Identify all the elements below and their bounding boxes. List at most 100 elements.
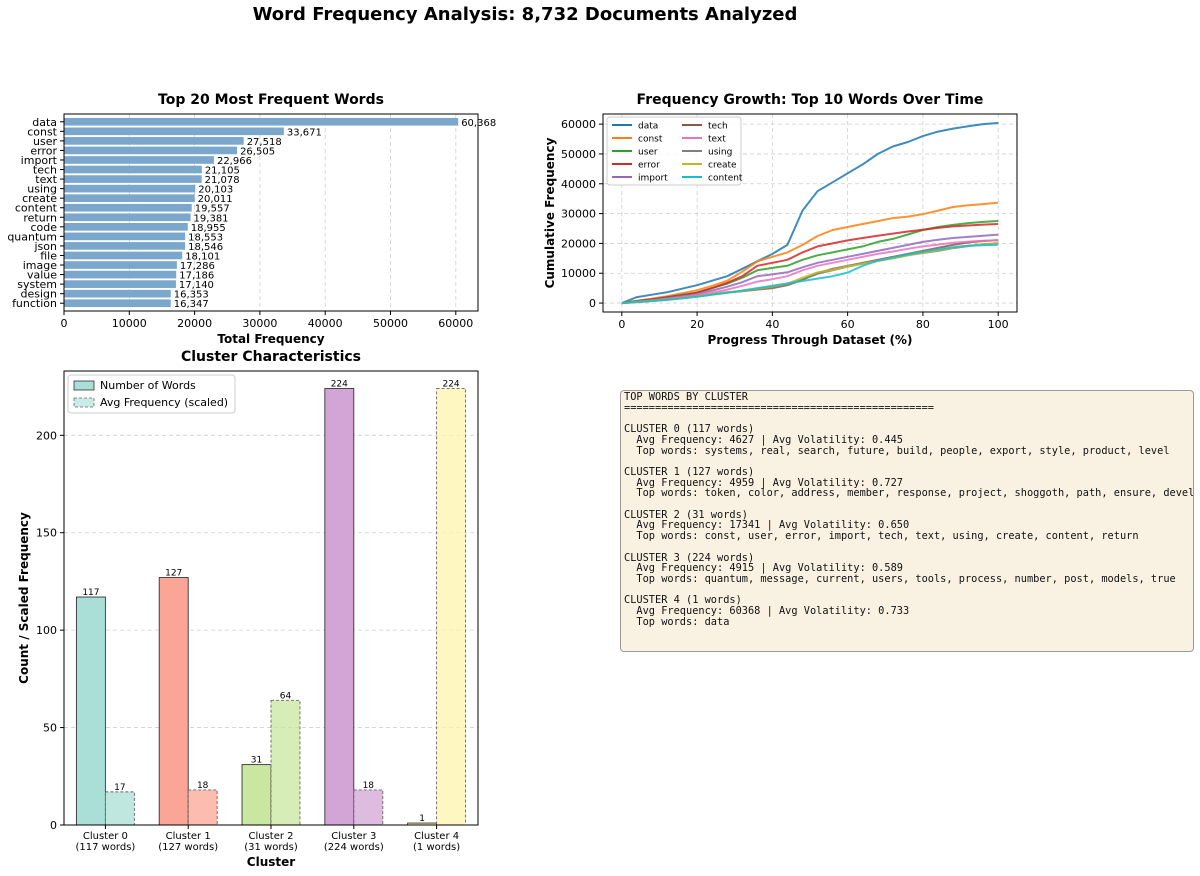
figure-title: Word Frequency Analysis: 8,732 Documents… — [252, 4, 798, 25]
y-tick-label: quantum — [7, 230, 57, 243]
bar-avg-frequency — [270, 699, 301, 826]
bar-create — [64, 194, 195, 202]
data-label: 27,518 — [247, 137, 282, 148]
x-tick-label: (117 words) — [75, 842, 135, 853]
bar-function — [64, 299, 171, 308]
bar-using — [64, 184, 196, 193]
y-tick-label: import — [21, 154, 58, 167]
data-label: 17,186 — [179, 271, 214, 282]
x-tick-label: 40 — [765, 318, 779, 331]
data-label: 20,011 — [198, 194, 233, 205]
data-label: 224 — [442, 380, 459, 390]
legend-label: Number of Words — [100, 379, 196, 392]
y-axis-label: Count / Scaled Frequency — [17, 512, 31, 684]
x-tick-label: 20 — [690, 318, 704, 331]
y-tick-label: 10000 — [561, 267, 596, 280]
data-label: 21,078 — [205, 175, 240, 186]
y-tick-label: 200 — [36, 429, 57, 442]
data-label: 18,101 — [185, 251, 220, 262]
data-label: 18,955 — [191, 223, 226, 234]
x-tick-label: 10000 — [112, 317, 147, 330]
bar-number-of-words — [158, 577, 189, 826]
bar-number-of-words — [75, 596, 106, 826]
bar-avg-frequency — [436, 388, 467, 826]
x-tick-label: (31 words) — [244, 842, 298, 853]
y-tick-label: value — [27, 269, 57, 282]
x-tick-label: Cluster 1 — [166, 831, 211, 842]
legend-label: import — [638, 174, 668, 184]
data-label: 127 — [165, 569, 182, 579]
bar-number-of-words — [241, 764, 272, 826]
y-tick-label: data — [32, 116, 57, 129]
data-label: 33,671 — [287, 127, 322, 138]
x-tick-label: 30000 — [242, 317, 277, 330]
x-tick-label: Cluster 4 — [414, 831, 459, 842]
x-tick-label: 50000 — [373, 317, 408, 330]
legend-label: const — [638, 135, 663, 145]
plot-frame — [602, 113, 1018, 313]
bar-number-of-words — [324, 388, 355, 826]
x-tick-label: (1 words) — [413, 842, 460, 853]
x-tick-label: Cluster 3 — [331, 831, 376, 842]
x-tick-label: (127 words) — [158, 842, 218, 853]
bar-text — [64, 175, 202, 183]
bar-system — [64, 280, 176, 288]
y-tick-label: 0 — [589, 297, 596, 310]
x-tick-label: 0 — [618, 318, 625, 331]
y-axis-label: Cumulative Frequency — [543, 137, 557, 288]
legend-label: tech — [708, 122, 728, 132]
x-tick-label: 20000 — [177, 317, 212, 330]
y-tick-label: 50 — [43, 722, 57, 735]
x-tick-label: 80 — [916, 318, 930, 331]
bar-design — [64, 289, 171, 298]
y-tick-label: error — [30, 144, 57, 157]
y-tick-label: 150 — [36, 527, 57, 540]
legend-label: user — [638, 148, 658, 158]
bar-code — [64, 223, 188, 231]
bar-error — [64, 146, 238, 155]
bar-const — [64, 127, 284, 136]
series-line-content — [621, 243, 999, 305]
bar-quantum — [64, 232, 186, 241]
legend-swatch — [73, 380, 95, 391]
x-axis-label: Progress Through Dataset (%) — [708, 333, 913, 347]
legend-box — [606, 116, 742, 186]
chart-title: Top 20 Most Frequent Words — [158, 92, 384, 108]
data-label: 64 — [280, 691, 292, 701]
y-tick-label: 20000 — [561, 237, 596, 250]
y-tick-label: text — [35, 173, 57, 186]
bar-avg-frequency — [104, 791, 135, 826]
legend-label: error — [638, 161, 660, 171]
plot-frame — [63, 370, 479, 826]
x-tick-label: 100 — [988, 318, 1009, 331]
data-label: 19,557 — [195, 204, 230, 215]
y-tick-label: create — [22, 192, 57, 205]
data-label: 18,553 — [188, 232, 223, 243]
y-tick-label: const — [27, 125, 57, 138]
data-label: 17,286 — [180, 261, 215, 272]
legend-label: Avg Frequency (scaled) — [100, 396, 228, 409]
data-label: 21,105 — [205, 166, 240, 177]
y-tick-label: image — [23, 259, 57, 272]
data-label: 16,353 — [174, 290, 209, 301]
data-label: 224 — [331, 380, 348, 390]
bar-avg-frequency — [187, 789, 218, 826]
data-label: 22,966 — [217, 156, 252, 167]
bar-import — [64, 156, 214, 164]
data-label: 1 — [419, 814, 425, 824]
legend-swatch — [73, 397, 95, 408]
bar-content — [64, 203, 192, 212]
bar-image — [64, 261, 177, 269]
y-tick-label: 60000 — [561, 118, 596, 131]
y-tick-label: 100 — [36, 624, 57, 637]
y-tick-label: 40000 — [561, 178, 596, 191]
y-tick-label: using — [27, 183, 57, 196]
x-tick-label: 0 — [61, 317, 68, 330]
plot-frame — [63, 113, 479, 312]
chart-title: Frequency Growth: Top 10 Words Over Time — [637, 92, 984, 108]
x-tick-label: 60 — [841, 318, 855, 331]
data-label: 26,505 — [240, 146, 275, 157]
y-tick-label: json — [34, 240, 58, 253]
legend-label: content — [708, 174, 743, 184]
data-label: 31 — [251, 756, 262, 766]
